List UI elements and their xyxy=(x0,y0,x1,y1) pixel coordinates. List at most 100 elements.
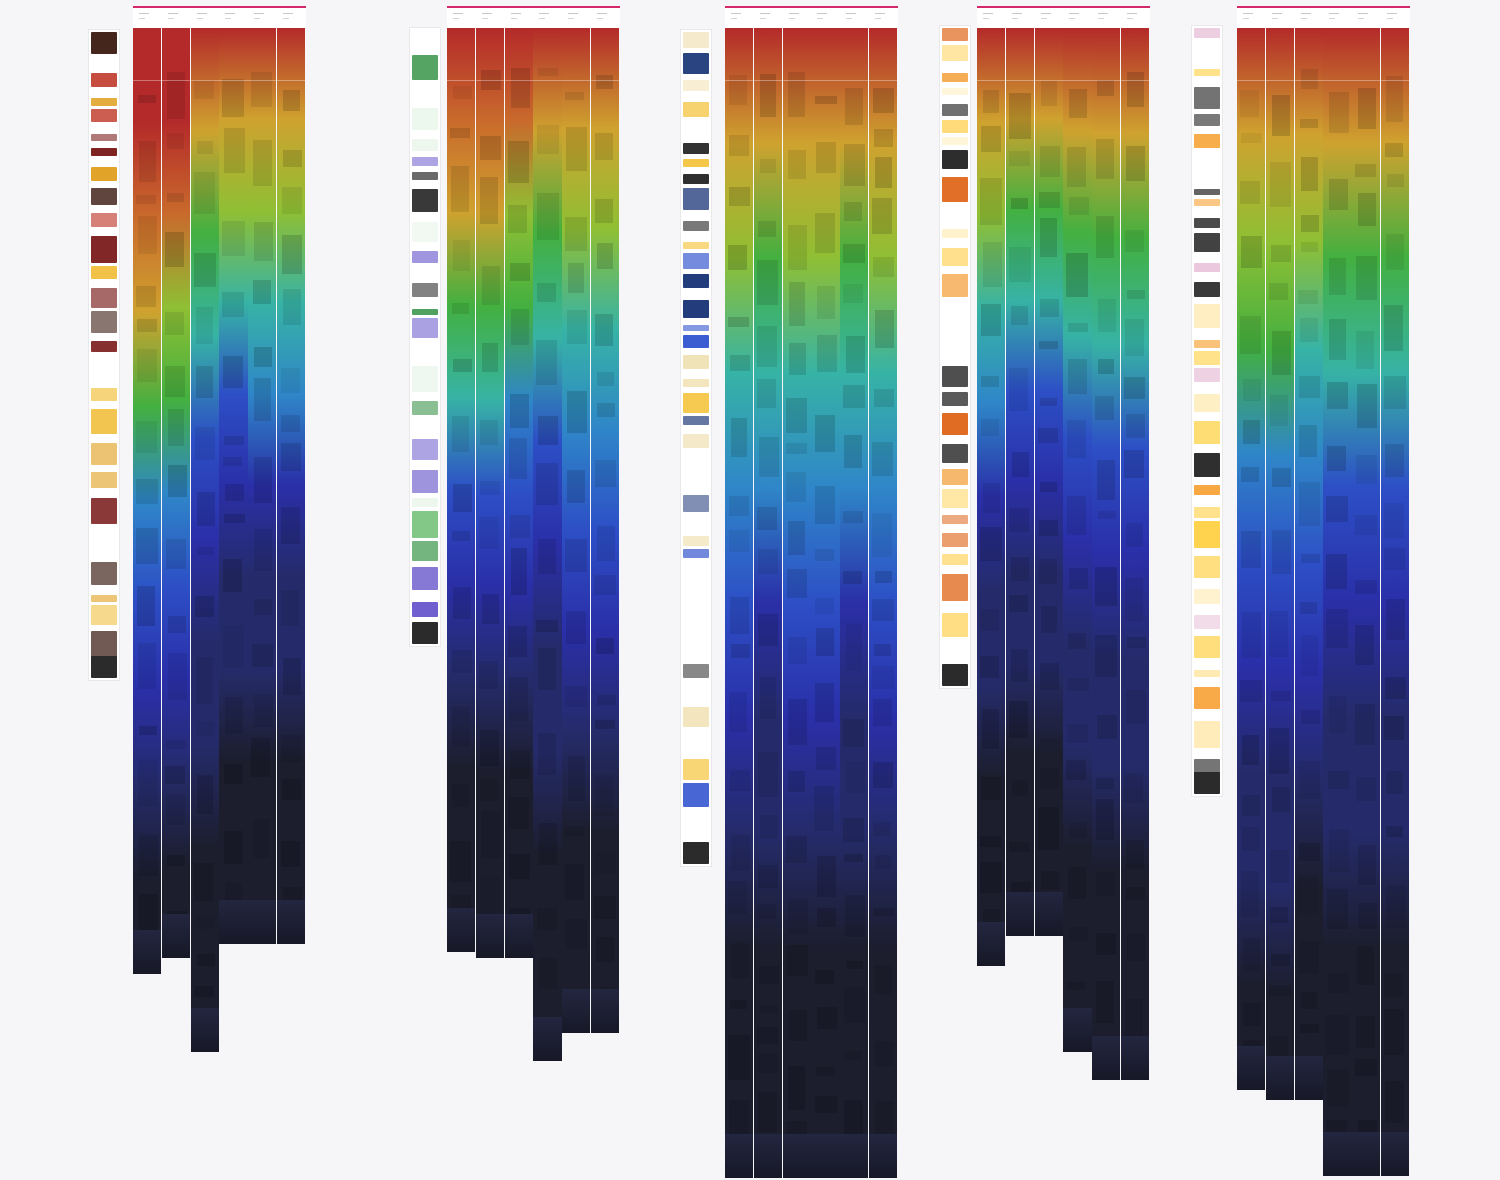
column-tab[interactable] xyxy=(568,13,579,14)
scroll-heatmap-strip[interactable] xyxy=(504,28,533,958)
page-thumbnail-3[interactable] xyxy=(681,30,711,866)
scroll-heatmap-strip[interactable] xyxy=(1092,28,1121,1080)
scroll-heatmap-strip[interactable] xyxy=(591,28,620,1033)
footer-dark-block xyxy=(475,914,504,958)
scroll-heatmap-strip[interactable] xyxy=(133,28,162,974)
thumbnail-section xyxy=(412,470,438,493)
scroll-heatmap-strip[interactable] xyxy=(811,28,840,1178)
thumbnail-section xyxy=(91,167,117,181)
column-tab[interactable] xyxy=(1127,13,1137,14)
column-tab[interactable] xyxy=(196,13,207,14)
scroll-heatmap-strip[interactable] xyxy=(1005,28,1034,936)
column-tab[interactable] xyxy=(167,13,178,14)
thumbnail-section xyxy=(683,221,709,231)
fold-line xyxy=(1294,80,1323,81)
fold-line xyxy=(133,80,162,81)
thumbnail-section xyxy=(91,341,117,352)
column-tab[interactable] xyxy=(510,13,521,14)
column-tab-sub xyxy=(1011,18,1018,19)
page-thumbnail-5[interactable] xyxy=(1192,26,1222,796)
scroll-heatmap-strip[interactable] xyxy=(1294,28,1323,1100)
column-tab[interactable] xyxy=(225,13,236,14)
thumbnail-section xyxy=(1194,351,1220,365)
fold-line xyxy=(248,80,277,81)
column-tab-sub xyxy=(254,18,261,19)
column-tab[interactable] xyxy=(139,13,149,14)
column-tab[interactable] xyxy=(875,13,885,14)
column-tab[interactable] xyxy=(817,13,828,14)
fold-line xyxy=(1323,80,1352,81)
column-tab[interactable] xyxy=(983,13,993,14)
thumbnail-section xyxy=(1194,507,1220,518)
column-tab[interactable] xyxy=(1069,13,1080,14)
column-tab[interactable] xyxy=(539,13,550,14)
column-tab[interactable] xyxy=(1098,13,1109,14)
scroll-heatmap-strip[interactable] xyxy=(562,28,591,1033)
scroll-heatmap-strip[interactable] xyxy=(475,28,504,958)
column-tab[interactable] xyxy=(1300,13,1311,14)
column-tab[interactable] xyxy=(1243,13,1253,14)
column-tab[interactable] xyxy=(1271,13,1282,14)
scroll-heatmap-strip[interactable] xyxy=(1352,28,1381,1176)
scroll-heatmap-strip[interactable] xyxy=(782,28,811,1178)
scroll-heatmap-strip[interactable] xyxy=(533,28,562,1061)
column-tab-sub xyxy=(875,18,881,19)
scroll-heatmap-strip[interactable] xyxy=(161,28,190,958)
thumbnail-section xyxy=(412,541,438,561)
scroll-heatmap-strip[interactable] xyxy=(1265,28,1294,1100)
thumbnail-section xyxy=(683,686,709,695)
heatmap-header xyxy=(1237,6,1410,28)
fold-line xyxy=(475,80,504,81)
scroll-heatmap-strip[interactable] xyxy=(248,28,277,944)
column-tab[interactable] xyxy=(1387,13,1397,14)
scroll-heatmap-strip[interactable] xyxy=(977,28,1006,966)
column-tab[interactable] xyxy=(283,13,293,14)
thumbnail-footer xyxy=(683,842,709,864)
heatmap-gradient xyxy=(782,28,811,1178)
thumbnail-section xyxy=(412,419,438,436)
column-tab[interactable] xyxy=(846,13,857,14)
column-tab[interactable] xyxy=(481,13,492,14)
scroll-heatmap-strip[interactable] xyxy=(1237,28,1266,1090)
scroll-heatmap-strip[interactable] xyxy=(190,28,219,1052)
scroll-heatmap-strip[interactable] xyxy=(753,28,782,1178)
page-thumbnail-2[interactable] xyxy=(410,28,440,646)
scroll-heatmap-strip[interactable] xyxy=(1034,28,1063,936)
column-tab[interactable] xyxy=(254,13,265,14)
scroll-heatmap-strip[interactable] xyxy=(1381,28,1410,1176)
thumbnail-section xyxy=(91,409,117,434)
page-thumbnail-1[interactable] xyxy=(89,30,119,680)
scroll-heatmap-strip[interactable] xyxy=(1323,28,1352,1176)
column-tab[interactable] xyxy=(597,13,607,14)
column-tab[interactable] xyxy=(759,13,770,14)
column-tab[interactable] xyxy=(1040,13,1051,14)
scroll-heatmap-strip[interactable] xyxy=(1121,28,1150,1080)
thumbnail-section xyxy=(412,189,438,212)
scroll-heatmap-strip[interactable] xyxy=(1063,28,1092,1052)
scroll-heatmap-strip[interactable] xyxy=(840,28,869,1178)
column-tab[interactable] xyxy=(1011,13,1022,14)
thumbnail-section xyxy=(683,565,709,587)
thumbnail-section xyxy=(1194,134,1220,148)
scroll-heatmap-strip[interactable] xyxy=(447,28,476,952)
thumbnail-section xyxy=(942,104,968,116)
scroll-heatmap-strip[interactable] xyxy=(869,28,898,1178)
heatmap-gradient xyxy=(277,28,306,944)
thumbnail-section xyxy=(683,159,709,167)
scroll-heatmap-strip[interactable] xyxy=(277,28,306,944)
column-tab[interactable] xyxy=(1358,13,1369,14)
scroll-heatmap-strip[interactable] xyxy=(219,28,248,944)
column-tab[interactable] xyxy=(453,13,463,14)
column-tab-sub xyxy=(1329,18,1336,19)
page-thumbnail-4[interactable] xyxy=(940,26,970,688)
fold-line xyxy=(1265,80,1294,81)
column-tab[interactable] xyxy=(731,13,741,14)
column-tab[interactable] xyxy=(788,13,799,14)
scroll-heatmap-strip[interactable] xyxy=(725,28,754,1178)
thumbnail-section xyxy=(1194,521,1220,548)
footer-dark-block xyxy=(133,930,162,974)
fold-line xyxy=(161,80,190,81)
footer-dark-block xyxy=(1092,1036,1121,1080)
thumbnail-section xyxy=(1194,394,1220,412)
column-tab[interactable] xyxy=(1329,13,1340,14)
